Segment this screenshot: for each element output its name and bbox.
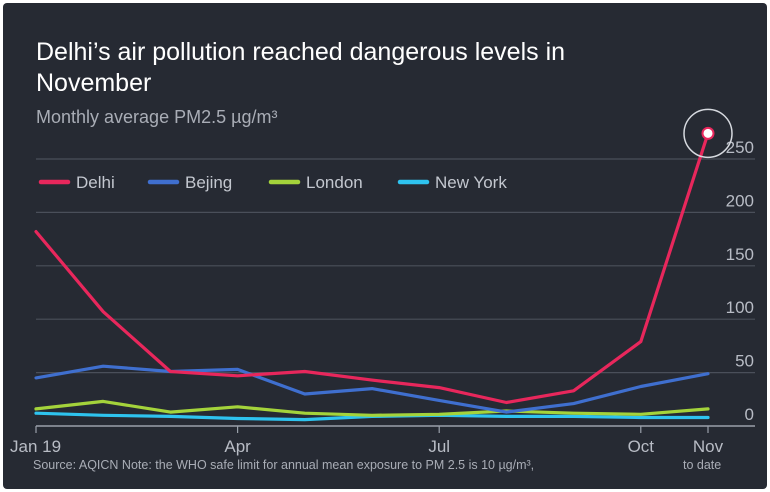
legend-label: Bejing — [185, 173, 232, 192]
legend-label: Delhi — [76, 173, 115, 192]
y-tick-label: 200 — [726, 191, 754, 210]
y-tick-label: 50 — [735, 352, 754, 371]
highlight-point — [701, 126, 715, 140]
x-tick-label: Jul — [428, 437, 450, 456]
series-line-delhi — [34, 131, 710, 405]
x-tick-label: Jan 19 — [10, 437, 61, 456]
x-tick-label: Nov — [693, 437, 724, 456]
chart-card: Delhi’s air pollution reached dangerous … — [3, 3, 767, 489]
series-line-london — [34, 399, 710, 417]
y-tick-label: 150 — [726, 245, 754, 264]
legend-label: London — [306, 173, 363, 192]
legend-label: New York — [435, 173, 507, 192]
chart-title: Delhi’s air pollution reached dangerous … — [36, 38, 566, 97]
y-tick-label: 100 — [726, 298, 754, 317]
series-line-bejing — [34, 364, 710, 414]
y-tick-label: 250 — [726, 138, 754, 157]
x-tick-label: Apr — [224, 437, 251, 456]
highlight-ring — [683, 108, 733, 159]
chart-footnote-right: to date — [683, 458, 722, 472]
chart-source-note: Source: AQICN Note: the WHO safe limit f… — [33, 458, 535, 472]
x-tick-label: Oct — [628, 437, 655, 456]
chart-subtitle: Monthly average PM2.5 µg/m³ — [36, 107, 278, 127]
y-tick-label: 0 — [745, 405, 754, 424]
